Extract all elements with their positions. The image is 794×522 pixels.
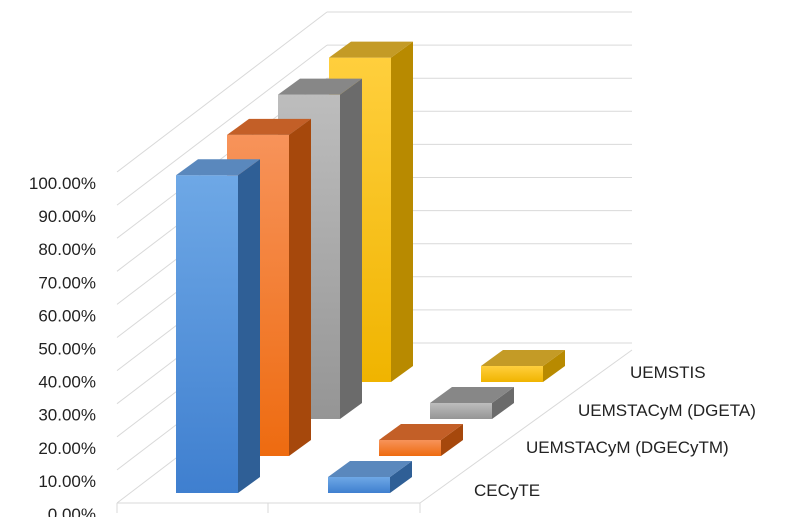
bar-cecyte-cat2 [328,461,412,493]
series-label-uemstacym-dgecytm: UEMSTACyM (DGECyTM) [526,438,729,457]
gridline-left [116,11,328,173]
y-tick-label: 30.00% [38,406,96,425]
bar-uemstacym-dgecytm-cat2 [379,424,463,456]
series-label-uemstacym-dgeta: UEMSTACyM (DGETA) [578,401,756,420]
bar-front-face [430,403,492,419]
bar-top-face [481,350,565,366]
bar-uemstacym-dgeta-cat2 [430,387,514,419]
y-tick-label: 80.00% [38,240,96,259]
bar-front-face [379,440,441,456]
bar-top-face [328,461,412,477]
bar-uemstis-cat2 [481,350,565,382]
bar-side-face [289,118,311,457]
bar-side-face [390,461,412,493]
gridline-left [116,44,328,206]
bars [176,41,565,494]
bar-side-face [543,350,565,382]
series-label-uemstis: UEMSTIS [630,363,706,382]
y-tick-label: 0.00% [48,505,96,517]
y-tick-label: 40.00% [38,373,96,392]
y-axis-tick-labels: 0.00% 10.00% 20.00% 30.00% 40.00% 50.00% 60.00… [29,174,96,522]
bar-cecyte-cat1 [176,159,260,494]
bar-top-face [176,159,260,176]
bar-top-face [329,41,413,58]
floor-right-edge [419,349,633,504]
bar-side-face [492,387,514,419]
bar-top-face [430,387,514,403]
y-tick-label: 50.00% [38,340,96,359]
y-tick-label: 20.00% [38,439,96,458]
bar-side-face [391,41,413,383]
bar-side-face [340,78,362,420]
bar-front-face [176,175,238,494]
bar-top-face [278,78,362,95]
bar-top-face [227,118,311,135]
series-label-cecyte: CECyTE [474,481,540,500]
series-labels: CECyTE UEMSTACyM (DGECyTM) UEMSTACyM (DGET… [474,363,756,500]
bar-top-face [379,424,463,440]
y-tick-label: 90.00% [38,207,96,226]
bar-front-face [481,366,543,382]
bar-front-face [328,477,390,493]
y-tick-label: 60.00% [38,306,96,325]
bar-side-face [441,424,463,456]
bar-side-face [238,159,260,494]
y-tick-label: 100.00% [29,174,96,193]
y-tick-label: 70.00% [38,273,96,292]
y-tick-label: 10.00% [38,472,96,491]
